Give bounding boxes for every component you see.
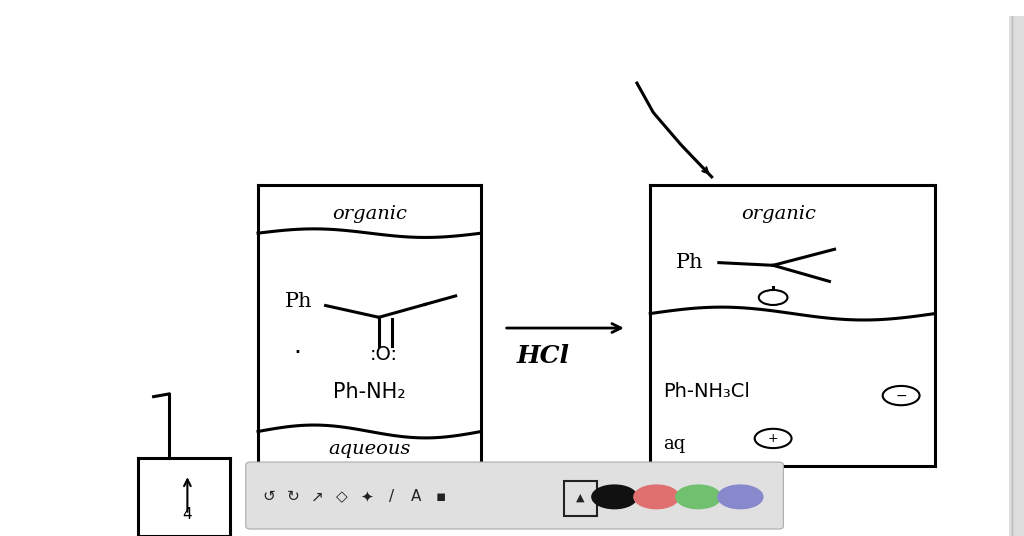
Text: ↺: ↺ bbox=[262, 489, 274, 504]
Circle shape bbox=[755, 429, 792, 448]
Text: ↻: ↻ bbox=[287, 489, 299, 504]
Circle shape bbox=[676, 485, 721, 509]
Text: ▲: ▲ bbox=[577, 493, 585, 503]
Text: −: − bbox=[895, 389, 907, 403]
Circle shape bbox=[759, 290, 787, 305]
Text: organic: organic bbox=[740, 205, 816, 224]
Text: A: A bbox=[411, 489, 421, 504]
FancyBboxPatch shape bbox=[246, 462, 783, 529]
Text: ▪: ▪ bbox=[435, 489, 445, 504]
Text: :O:: :O: bbox=[370, 345, 398, 364]
Text: Ph: Ph bbox=[285, 292, 312, 311]
Text: ·: · bbox=[293, 341, 301, 364]
Text: ✦: ✦ bbox=[360, 489, 373, 504]
Circle shape bbox=[718, 485, 763, 509]
Text: Ph: Ph bbox=[676, 253, 703, 272]
Text: Ph-NH₂: Ph-NH₂ bbox=[333, 382, 407, 403]
FancyBboxPatch shape bbox=[564, 481, 597, 516]
Circle shape bbox=[883, 386, 920, 405]
Text: aq: aq bbox=[664, 435, 686, 453]
Text: organic: organic bbox=[332, 205, 408, 224]
Text: Ph-NH₃Cl: Ph-NH₃Cl bbox=[664, 382, 751, 401]
Circle shape bbox=[592, 485, 637, 509]
Text: /: / bbox=[388, 489, 394, 504]
Text: HCl: HCl bbox=[516, 345, 569, 368]
Circle shape bbox=[634, 485, 679, 509]
Text: ◇: ◇ bbox=[336, 489, 348, 504]
Text: aqueous: aqueous bbox=[329, 440, 411, 458]
Text: +: + bbox=[768, 432, 778, 445]
Text: ↗: ↗ bbox=[311, 489, 324, 504]
FancyBboxPatch shape bbox=[1009, 16, 1024, 536]
Text: 4: 4 bbox=[182, 507, 193, 522]
